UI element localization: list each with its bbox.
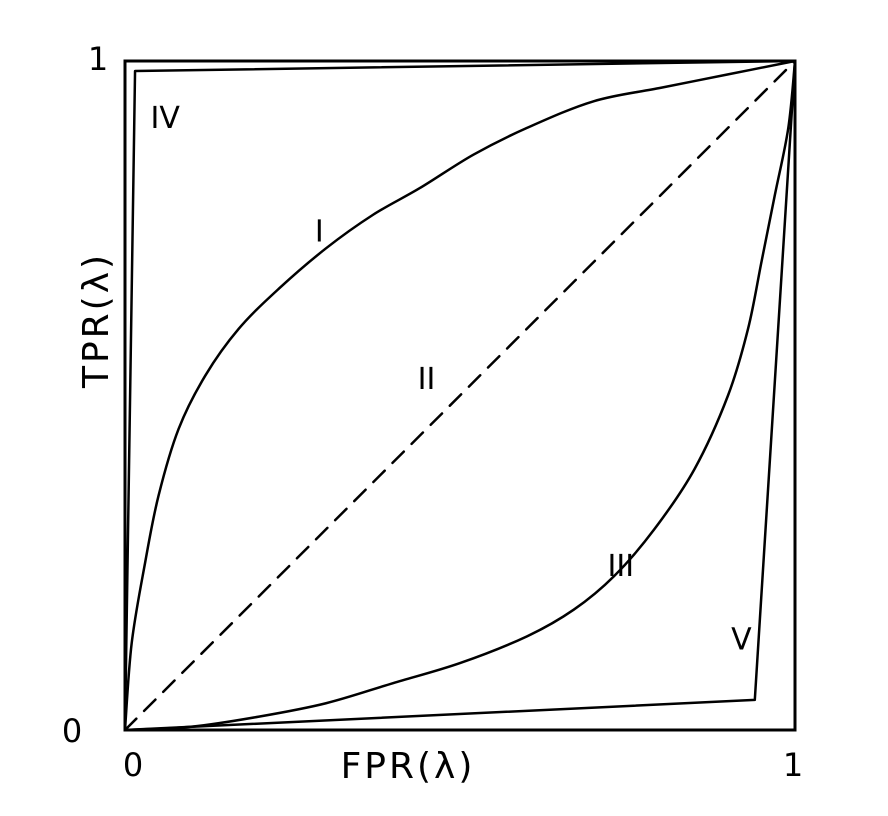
series-label-ii: II — [418, 362, 436, 397]
x-axis-label: FPR(λ) — [341, 746, 476, 787]
series-line-iii — [123, 59, 797, 732]
x-tick-label-1: 1 — [783, 746, 803, 784]
series-label-iii: III — [608, 549, 635, 584]
series-label-i: I — [315, 215, 324, 250]
plot-frame — [123, 59, 797, 732]
y-axis-label: TPR(λ) — [76, 252, 117, 389]
y-tick-label-1: 1 — [88, 40, 108, 78]
series-line-i — [123, 59, 797, 732]
y-tick-label-0: 0 — [62, 712, 82, 750]
series-line-v — [123, 59, 797, 732]
x-tick-label-0: 0 — [123, 746, 143, 784]
series-label-v: V — [731, 623, 752, 658]
series-label-iv: IV — [151, 101, 181, 136]
series-line-ii — [123, 59, 797, 732]
series-line-iv — [123, 59, 797, 732]
series-layer — [123, 59, 797, 732]
